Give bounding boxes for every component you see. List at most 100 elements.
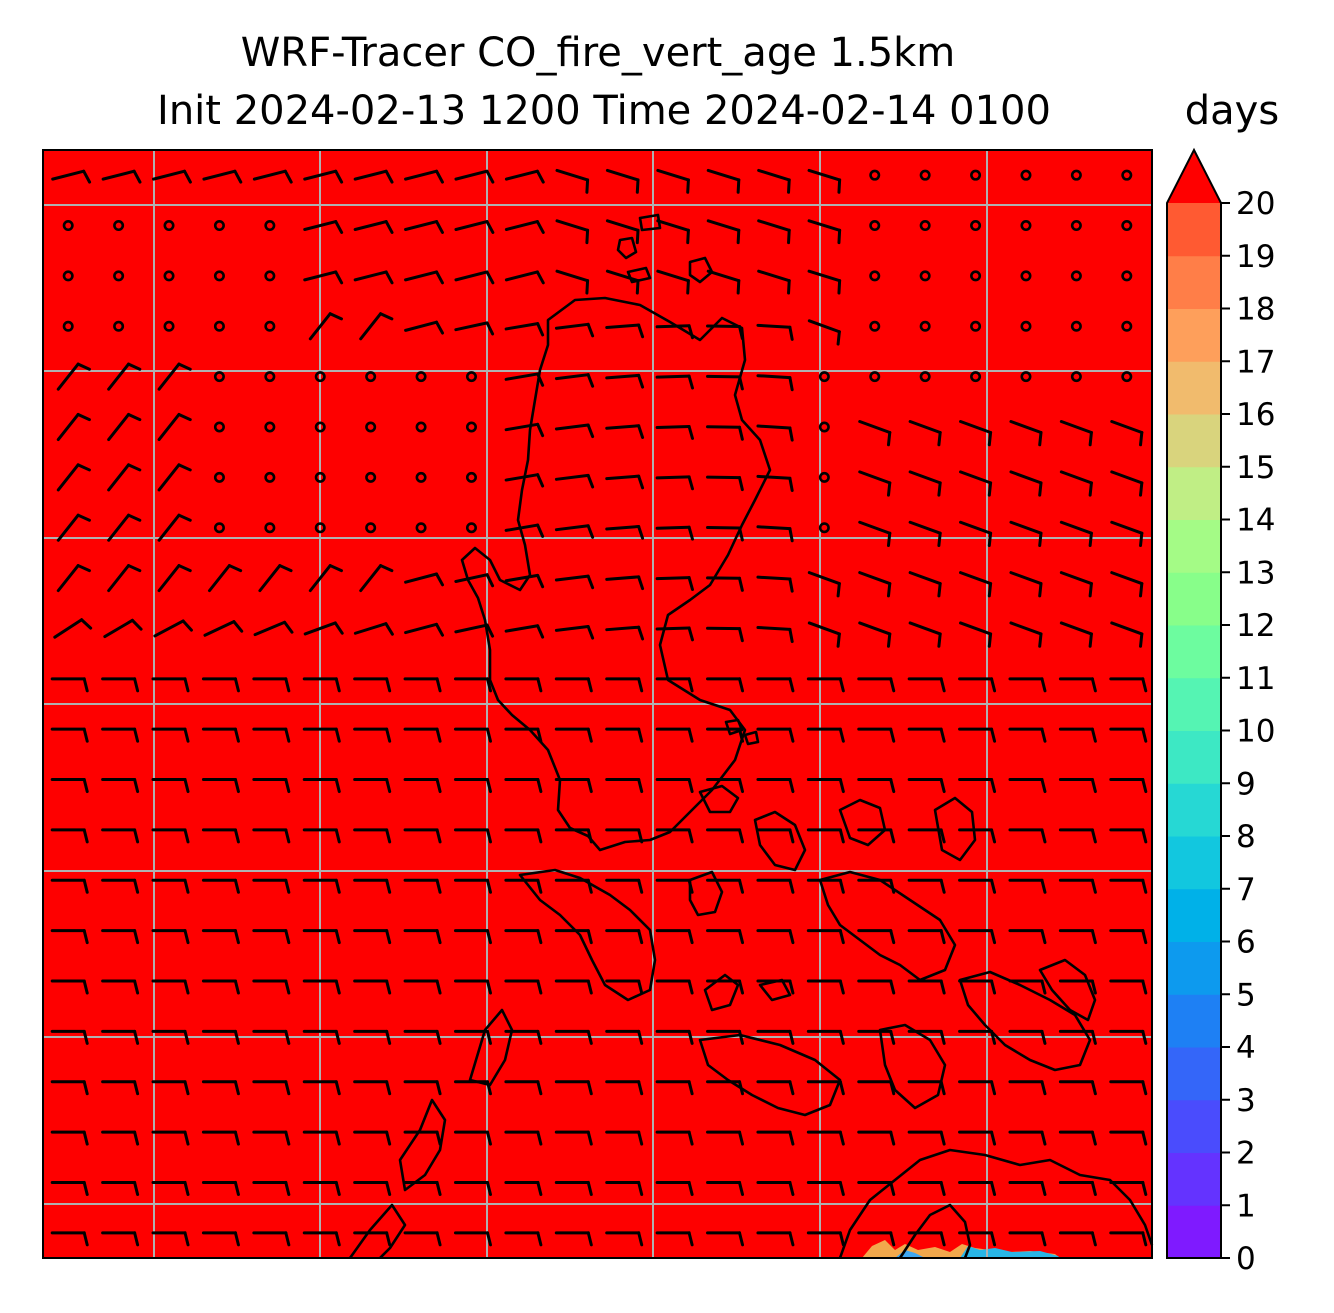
wind-barb xyxy=(403,1029,442,1045)
wind-barb xyxy=(201,929,240,945)
wind-barb xyxy=(554,979,593,995)
map-frame xyxy=(42,149,1153,1259)
wind-barb xyxy=(605,474,645,490)
wind-barb xyxy=(353,1180,392,1196)
colorbar-tick-label: 16 xyxy=(1236,397,1275,433)
calm-wind-marker xyxy=(818,471,830,483)
wind-barb xyxy=(252,1080,291,1096)
wind-barb xyxy=(101,929,140,945)
wind-barb xyxy=(1058,1130,1097,1146)
wind-barb xyxy=(605,1180,644,1196)
wind-barb xyxy=(151,1180,190,1196)
wind-barb xyxy=(201,1080,240,1096)
wind-barb xyxy=(958,1231,997,1247)
wind-barb xyxy=(857,1180,896,1196)
colorbar-band xyxy=(1167,414,1221,468)
wind-barb xyxy=(504,372,545,387)
wind-barb xyxy=(554,1231,593,1247)
wind-barb xyxy=(907,778,946,794)
wind-barb xyxy=(655,878,694,894)
wind-barb xyxy=(605,269,640,295)
wind-barb xyxy=(353,828,392,844)
wind-barb xyxy=(756,474,794,492)
wind-barb xyxy=(959,420,993,447)
colorbar-band xyxy=(1167,888,1221,942)
wind-barb xyxy=(404,622,445,637)
wind-barb xyxy=(858,470,892,497)
wind-barb xyxy=(554,524,595,539)
wind-barb xyxy=(605,575,645,591)
wind-barb xyxy=(1008,929,1047,945)
colorbar-band xyxy=(1167,255,1221,309)
wind-barb xyxy=(151,1130,190,1146)
calm-wind-marker xyxy=(163,320,175,332)
wind-barb xyxy=(201,1231,240,1247)
colorbar-band xyxy=(1167,1205,1221,1259)
wind-barb xyxy=(554,1080,593,1096)
wind-barb xyxy=(756,778,795,794)
calm-wind-marker xyxy=(1121,320,1133,332)
wind-barb xyxy=(404,169,444,184)
colorbar-tick-label: 19 xyxy=(1236,239,1275,275)
wind-barb xyxy=(706,425,744,441)
colorbar-tick-label: 14 xyxy=(1236,503,1275,539)
calm-wind-marker xyxy=(314,421,326,433)
wind-barb xyxy=(353,727,392,743)
wind-barb xyxy=(958,1029,997,1045)
wind-barb xyxy=(706,1130,745,1146)
calm-wind-marker xyxy=(365,421,377,433)
wind-barb xyxy=(605,625,645,641)
wind-barb xyxy=(353,1029,392,1045)
wind-barb xyxy=(655,1231,694,1247)
wind-barb xyxy=(1059,470,1093,497)
wind-barb xyxy=(202,169,243,184)
calm-wind-marker xyxy=(919,169,931,181)
calm-wind-marker xyxy=(1121,371,1133,383)
wind-barb xyxy=(907,1231,946,1247)
wind-barb xyxy=(756,424,794,442)
calm-wind-marker xyxy=(415,421,427,433)
colorbar-tick-label: 17 xyxy=(1236,344,1275,380)
wind-barb xyxy=(706,1180,745,1196)
wind-barb xyxy=(201,1130,240,1146)
wind-barb xyxy=(50,979,89,995)
calm-wind-marker xyxy=(919,371,931,383)
wind-barb xyxy=(756,1029,795,1045)
colorbar-tick-label: 18 xyxy=(1236,292,1275,328)
calm-wind-marker xyxy=(970,270,982,282)
wind-barb xyxy=(453,929,492,945)
calm-wind-marker xyxy=(1121,220,1133,232)
wind-barb xyxy=(454,169,495,184)
wind-barb xyxy=(50,727,89,743)
wind-barb xyxy=(353,622,394,636)
wind-barb xyxy=(453,1130,492,1146)
wind-barb xyxy=(1008,778,1047,794)
colorbar-tick-label: 10 xyxy=(1236,714,1275,750)
wind-barb xyxy=(252,1130,291,1146)
wind-barb xyxy=(252,1029,291,1045)
wind-barb xyxy=(453,778,492,794)
calm-wind-marker xyxy=(1070,220,1082,232)
wind-barb xyxy=(857,929,896,945)
wind-barb xyxy=(403,727,442,743)
wind-barb xyxy=(403,778,442,794)
wind-barb xyxy=(706,677,745,693)
wind-barb xyxy=(302,1180,341,1196)
wind-barb xyxy=(353,270,394,285)
colorbar-tick-label: 3 xyxy=(1236,1083,1256,1119)
wind-barb xyxy=(359,564,394,593)
wind-barb xyxy=(756,1130,795,1146)
colorbar-tick-label: 7 xyxy=(1236,872,1256,908)
wind-barb xyxy=(253,620,294,637)
wind-barb xyxy=(201,878,240,894)
wind-barb xyxy=(857,1231,896,1247)
wind-barb xyxy=(656,219,690,245)
wind-barb xyxy=(807,621,841,648)
wind-barb xyxy=(1058,1080,1097,1096)
wind-barb xyxy=(757,219,791,245)
wind-barb xyxy=(252,878,291,894)
wind-barb xyxy=(201,727,240,743)
wind-barb xyxy=(857,828,896,844)
wind-barb xyxy=(403,1180,442,1196)
